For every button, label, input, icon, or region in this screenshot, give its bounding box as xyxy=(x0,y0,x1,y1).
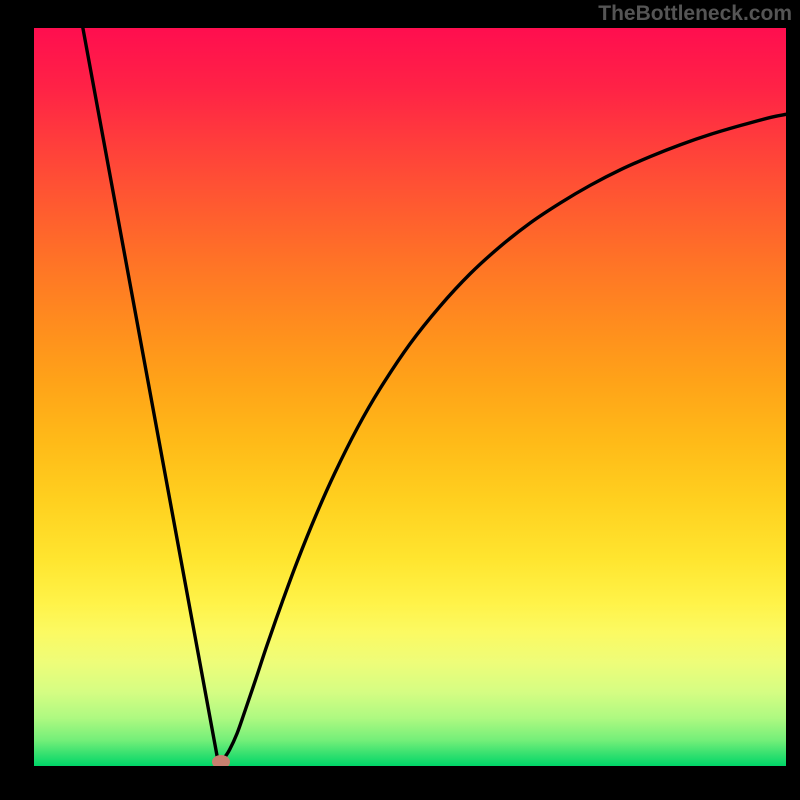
right-curve xyxy=(218,114,786,762)
plot-area xyxy=(34,28,786,766)
border-right xyxy=(786,0,800,800)
bottleneck-curve xyxy=(34,28,786,766)
figure-root: TheBottleneck.com xyxy=(0,0,800,800)
left-line xyxy=(83,28,218,762)
border-left xyxy=(0,0,34,800)
vertex-marker xyxy=(212,755,230,766)
border-bottom xyxy=(0,766,800,800)
watermark-text: TheBottleneck.com xyxy=(598,2,792,26)
